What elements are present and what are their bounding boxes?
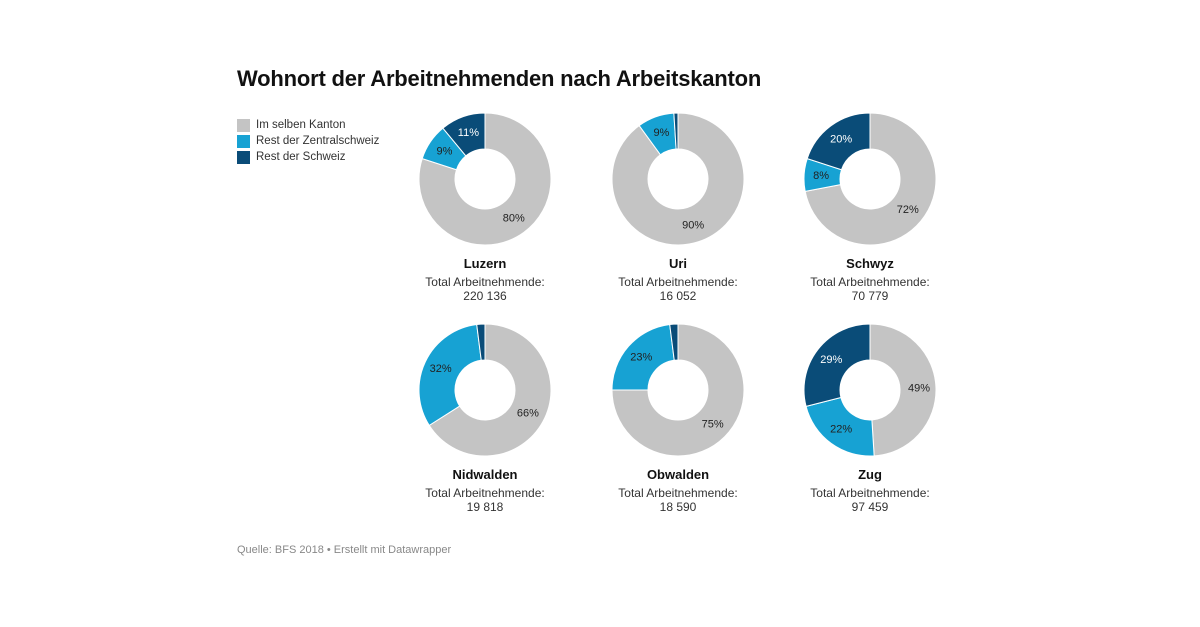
total-value: 220 136 <box>463 289 507 303</box>
legend-label: Im selben Kanton <box>256 119 346 131</box>
slice-label-im-selben-kanton: 80% <box>503 213 525 225</box>
legend-item-rest-der-schweiz: Rest der Schweiz <box>237 149 379 165</box>
source-note: Quelle: BFS 2018 • Erstellt mit Datawrap… <box>237 544 452 556</box>
panel-zug: 49% 22% 29% Zug Total Arbeitnehmende: 97 4… <box>770 323 970 514</box>
total-value: 18 590 <box>659 500 697 514</box>
legend-item-im-selben-kanton: Im selben Kanton <box>237 117 379 133</box>
donut-slice-rest-der-schweiz <box>806 112 871 171</box>
total-value: 97 459 <box>851 500 889 514</box>
donut-slice-rest-der-zentralschweiz <box>418 323 482 427</box>
total-value: 19 818 <box>466 500 504 514</box>
total-value: 70 779 <box>851 289 889 303</box>
legend-label: Rest der Schweiz <box>256 151 346 163</box>
donut-slice-im-selben-kanton <box>428 323 552 457</box>
legend: Im selben Kanton Rest der Zentralschweiz… <box>237 117 379 165</box>
donut-slice-rest-der-zentralschweiz <box>611 323 675 391</box>
slice-label-im-selben-kanton: 75% <box>702 419 724 431</box>
donut-chart-uri: 90% 9% <box>611 112 745 246</box>
donut-slice-rest-der-schweiz <box>803 323 871 408</box>
donut-slice-im-selben-kanton <box>869 323 937 457</box>
donut-slice-rest-der-schweiz <box>673 112 679 150</box>
panel-name: Zug <box>858 467 882 482</box>
donut-chart-obwalden: 75% 23% <box>611 323 745 457</box>
donut-slice-rest-der-schweiz <box>442 112 486 157</box>
total-label: Total Arbeitnehmende: <box>810 486 930 500</box>
total-label: Total Arbeitnehmende: <box>425 275 545 289</box>
legend-item-rest-der-zentralschweiz: Rest der Zentralschweiz <box>237 133 379 149</box>
panel-luzern: 80% 9% 11% Luzern Total Arbeitnehmende: 22… <box>385 112 585 303</box>
panel-nidwalden: 66% 32% Nidwalden Total Arbeitnehmende: 1… <box>385 323 585 514</box>
panel-obwalden: 75% 23% Obwalden Total Arbeitnehmende: 18… <box>578 323 778 514</box>
slice-label-im-selben-kanton: 66% <box>517 408 539 420</box>
panel-name: Uri <box>668 256 688 271</box>
chart-title: Wohnort der Arbeitnehmenden nach Arbeits… <box>237 66 762 91</box>
donut-slice-rest-der-schweiz <box>476 323 486 361</box>
donut-chart-schwyz: 72% 8% 20% <box>803 112 937 246</box>
total-label: Total Arbeitnehmende: <box>810 275 930 289</box>
slice-label-rest-der-zentralschweiz: 8% <box>813 170 829 182</box>
slice-label-im-selben-kanton: 90% <box>682 220 704 232</box>
slice-label-rest-der-zentralschweiz: 9% <box>437 145 453 157</box>
panel-name: Schwyz <box>846 256 894 271</box>
donut-slice-im-selben-kanton <box>611 112 745 246</box>
slice-label-rest-der-schweiz: 11% <box>458 127 479 139</box>
slice-label-rest-der-zentralschweiz: 32% <box>430 363 452 375</box>
panel-schwyz: 72% 8% 20% Schwyz Total Arbeitnehmende: 70… <box>770 112 970 303</box>
total-label: Total Arbeitnehmende: <box>618 275 738 289</box>
legend-swatch <box>237 118 250 132</box>
panel-name: Nidwalden <box>452 467 518 482</box>
donut-slice-im-selben-kanton <box>418 112 552 246</box>
donut-chart-zug: 49% 22% 29% <box>803 323 937 457</box>
slice-label-im-selben-kanton: 49% <box>908 382 930 394</box>
slice-label-rest-der-schweiz: 20% <box>830 133 852 145</box>
total-label: Total Arbeitnehmende: <box>618 486 738 500</box>
legend-label: Rest der Zentralschweiz <box>256 135 380 147</box>
donut-slice-im-selben-kanton <box>804 112 937 246</box>
legend-swatch <box>237 134 250 148</box>
slice-label-im-selben-kanton: 72% <box>897 204 919 216</box>
total-label: Total Arbeitnehmende: <box>425 486 545 500</box>
donut-chart-luzern: 80% 9% 11% <box>418 112 552 246</box>
donut-slice-im-selben-kanton <box>611 323 745 457</box>
slice-label-rest-der-zentralschweiz: 22% <box>830 424 852 436</box>
legend-swatch <box>237 150 250 164</box>
total-value: 16 052 <box>659 289 697 303</box>
panel-name: Luzern <box>463 256 507 271</box>
slice-label-rest-der-zentralschweiz: 23% <box>630 352 652 364</box>
slice-label-rest-der-zentralschweiz: 9% <box>653 127 669 139</box>
donut-chart-nidwalden: 66% 32% <box>418 323 552 457</box>
donut-slice-rest-der-schweiz <box>669 323 679 361</box>
panel-name: Obwalden <box>646 467 710 482</box>
slice-label-rest-der-schweiz: 29% <box>820 354 842 366</box>
panel-uri: 90% 9% Uri Total Arbeitnehmende: 16 052 <box>578 112 778 303</box>
